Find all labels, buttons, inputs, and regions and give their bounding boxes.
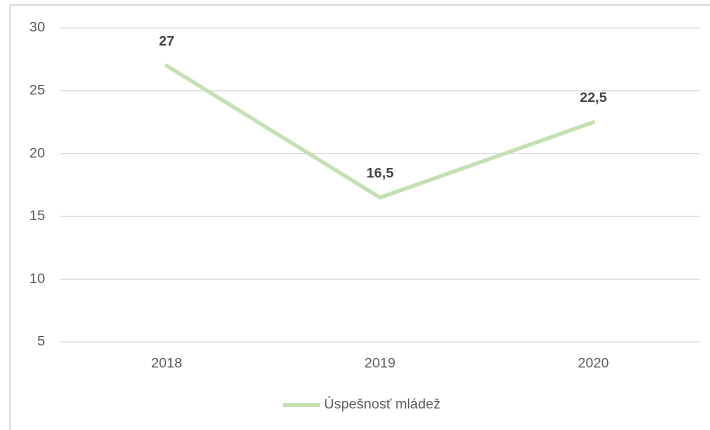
- y-tick-label: 5: [37, 333, 45, 349]
- legend-label: Úspešnosť mládež: [324, 396, 441, 412]
- series-line: [164, 63, 596, 200]
- data-label: 27: [159, 32, 175, 48]
- y-tick-label: 25: [29, 82, 45, 98]
- data-label: 16,5: [366, 164, 393, 180]
- y-tick-label: 20: [29, 144, 45, 160]
- x-tick-label: 2019: [364, 355, 395, 371]
- y-tick-label: 30: [29, 19, 45, 35]
- data-label: 22,5: [580, 89, 607, 105]
- x-tick-label: 2020: [578, 355, 609, 371]
- x-tick-label: 2018: [151, 355, 182, 371]
- y-tick-label: 15: [29, 207, 45, 223]
- y-tick-label: 10: [29, 270, 45, 286]
